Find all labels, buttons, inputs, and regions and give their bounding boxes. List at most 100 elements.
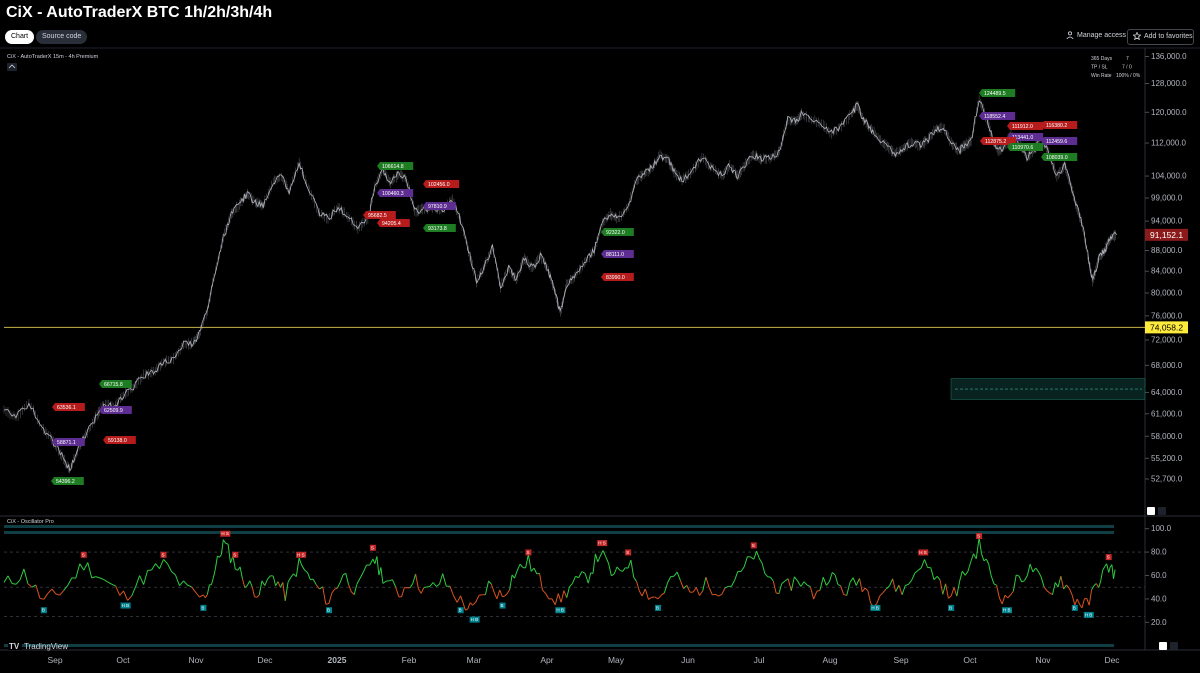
osc-segment [204, 594, 208, 599]
price-y-tick-label: 112,000.0 [1151, 139, 1187, 148]
osc-segment [740, 566, 745, 572]
osc-segment [584, 573, 589, 584]
price-pane[interactable]: CiX - AutoTraderX 15m - 4h Premium 365 D… [0, 47, 1200, 650]
osc-segment [1021, 579, 1025, 583]
osc-segment [942, 583, 947, 595]
osc-segment [895, 584, 900, 592]
time-axis[interactable]: Sep Oct Nov Dec 2025 Feb Mar Apr May Jun Jul Aug Sep… [0, 649, 1200, 665]
osc-segment [293, 573, 297, 578]
osc-segment [581, 571, 586, 574]
osc-segment [351, 591, 355, 595]
signal-tag-short [363, 211, 396, 219]
osc-segment [328, 592, 333, 604]
osc-segment [654, 596, 659, 600]
last-price-label: 91,152.1 [1150, 230, 1183, 240]
osc-y-tick-label: 80.0 [1151, 548, 1167, 557]
osc-segment [504, 593, 508, 597]
signal-tag-label: 83990.0 [606, 275, 625, 281]
price-y-tick-label: 120,000.0 [1151, 108, 1187, 117]
osc-segment [829, 572, 833, 582]
osc-segment [708, 587, 713, 595]
osc-segment [272, 575, 277, 586]
osc-segment [1035, 567, 1039, 573]
osc-segment [369, 558, 374, 566]
osc-segment [235, 568, 238, 571]
osc-segment [608, 563, 612, 576]
osc-segment [246, 580, 251, 586]
osc-segment [861, 587, 866, 593]
osc-sell-marker [232, 551, 239, 558]
osc-segment [676, 571, 681, 581]
log-scale-button[interactable] [1158, 507, 1166, 515]
osc-segment [959, 570, 963, 582]
osc-segment [1081, 598, 1085, 609]
osc-segment [417, 588, 422, 594]
oscillator-pane[interactable]: CiX - Oscillator Pro 100.0 80.0 60.0 40.0 20… [0, 515, 1200, 647]
osc-segment [1004, 594, 1009, 599]
collapse-legend-button[interactable] [7, 63, 17, 71]
osc-segment [389, 579, 393, 582]
signal-tag-label: 112459.6 [1046, 139, 1067, 145]
osc-buy-marker-label: B [459, 608, 462, 613]
osc-segment [996, 585, 1000, 599]
tab-chart[interactable]: Chart [5, 30, 35, 44]
price-y-axis[interactable]: 136,000.0 128,000.0 120,000.0 112,000.0 104,… [1145, 52, 1187, 483]
osc-buy-marker-label: B [42, 608, 45, 613]
osc-segment [985, 558, 990, 565]
osc-segment [575, 575, 579, 579]
osc-buy-marker [326, 607, 333, 614]
osc-segment [382, 580, 387, 584]
osc-segment [509, 574, 513, 590]
osc-segment [7, 575, 13, 584]
osc-segment [945, 583, 949, 599]
osc-segment [692, 587, 697, 593]
horizontal-line-label: 74,058.2 [1150, 322, 1183, 332]
osc-segment [627, 559, 632, 569]
add-to-favorites-button[interactable]: Add to favorites [1127, 29, 1194, 45]
osc-segment [667, 576, 672, 583]
osc-sell-marker [597, 540, 608, 547]
signal-tag-short [423, 180, 460, 188]
osc-segment [420, 587, 425, 594]
osc-segment [852, 577, 857, 586]
osc-segment [202, 594, 206, 599]
time-axis-label: May [608, 655, 625, 665]
osc-segment [1098, 580, 1102, 588]
osc-segment [55, 593, 60, 596]
price-series-layer [3, 95, 1118, 474]
osc-segment [837, 583, 841, 587]
signal-tag-neutral [601, 250, 634, 258]
osc-segment [781, 580, 786, 585]
price-pane-legend: CiX - AutoTraderX 15m - 4h Premium [7, 54, 99, 60]
osc-segment [1060, 575, 1065, 590]
osc-segment [244, 585, 248, 589]
osc-segment [310, 578, 314, 581]
osc-segment [1040, 577, 1045, 588]
osc-segment [1091, 585, 1095, 590]
osc-segment [15, 579, 21, 585]
tab-source-code[interactable]: Source code [36, 30, 88, 44]
osc-segment [423, 586, 427, 588]
manage-access-button[interactable]: Manage access [1066, 29, 1126, 43]
osc-segment [882, 588, 887, 594]
osc-segment [563, 590, 568, 598]
osc-segment [1113, 569, 1116, 579]
auto-scale-button[interactable] [1147, 507, 1155, 515]
signal-tag-long [51, 477, 84, 485]
osc-segment [599, 550, 604, 557]
osc-buy-marker [200, 604, 207, 611]
oscillator-y-axis[interactable]: 100.0 80.0 60.0 40.0 20.0 [1145, 524, 1172, 627]
osc-segment [633, 576, 637, 582]
osc-segment [924, 559, 929, 568]
osc-segment [284, 582, 289, 601]
osc-segment [849, 577, 854, 583]
signal-tag-label: 62509.9 [104, 408, 123, 414]
osc-auto-scale-button[interactable] [1159, 642, 1167, 650]
osc-segment [876, 595, 881, 605]
osc-segment [218, 554, 222, 558]
osc-segment [816, 589, 821, 592]
osc-segment [1066, 584, 1070, 589]
osc-log-scale-button[interactable] [1170, 642, 1178, 650]
osc-segment [657, 594, 662, 600]
